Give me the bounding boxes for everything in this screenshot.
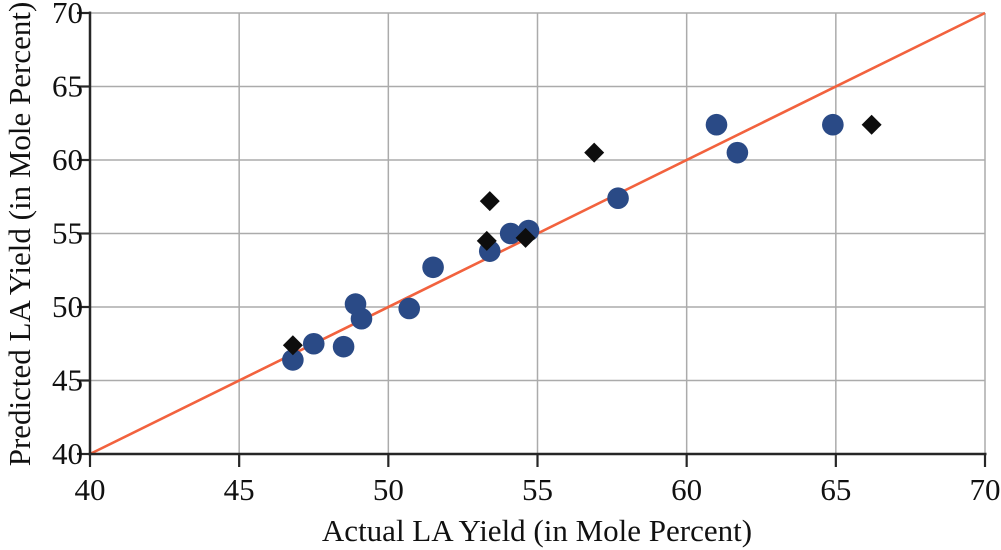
scatter-point-diamond-4 <box>584 142 605 163</box>
scatter-point-circle-10 <box>607 187 629 210</box>
tick-labels-layer: 40 45 50 55 60 65 70 40 45 50 55 60 65 70 <box>52 0 1001 507</box>
y-tick-label-40: 40 <box>52 436 83 471</box>
x-tick-label-45: 45 <box>224 472 255 507</box>
ticks-layer <box>77 11 987 467</box>
x-tick-label-60: 60 <box>671 472 702 507</box>
scatter-point-diamond-3 <box>515 227 536 248</box>
scatter-point-diamond-0 <box>282 335 303 356</box>
scatter-point-circle-5 <box>398 297 421 320</box>
y-tick-label-60: 60 <box>52 142 83 177</box>
x-tick-label-50: 50 <box>373 472 404 507</box>
y-tick-label-70: 70 <box>52 0 83 30</box>
scatter-point-circle-0 <box>282 349 304 371</box>
scatter-point-circle-12 <box>726 141 749 164</box>
x-tick-label-40: 40 <box>75 472 106 507</box>
x-axis-title: Actual LA Yield (in Mole Percent) <box>322 513 752 548</box>
scatter-point-circle-4 <box>350 307 373 330</box>
scatter-point-circle-13 <box>822 113 844 136</box>
x-tick-label-70: 70 <box>970 472 1001 507</box>
data-points-layer <box>282 113 882 371</box>
y-tick-label-45: 45 <box>52 363 83 398</box>
y-axis-title: Predicted LA Yield (in Mole Percent) <box>2 2 37 467</box>
x-tick-label-55: 55 <box>522 472 553 507</box>
y-tick-label-65: 65 <box>52 69 83 104</box>
y-tick-label-55: 55 <box>52 216 83 251</box>
scatter-point-diamond-5 <box>861 114 882 135</box>
x-tick-label-65: 65 <box>820 472 851 507</box>
scatter-point-circle-11 <box>705 113 728 136</box>
scatter-point-circle-6 <box>422 256 444 279</box>
scatter-point-diamond-1 <box>476 230 497 251</box>
y-tick-label-50: 50 <box>52 289 83 324</box>
scatter-point-circle-2 <box>332 335 355 358</box>
scatter-point-diamond-2 <box>479 191 500 212</box>
scatter-point-circle-8 <box>499 222 522 245</box>
scatter-point-circle-1 <box>302 332 325 355</box>
